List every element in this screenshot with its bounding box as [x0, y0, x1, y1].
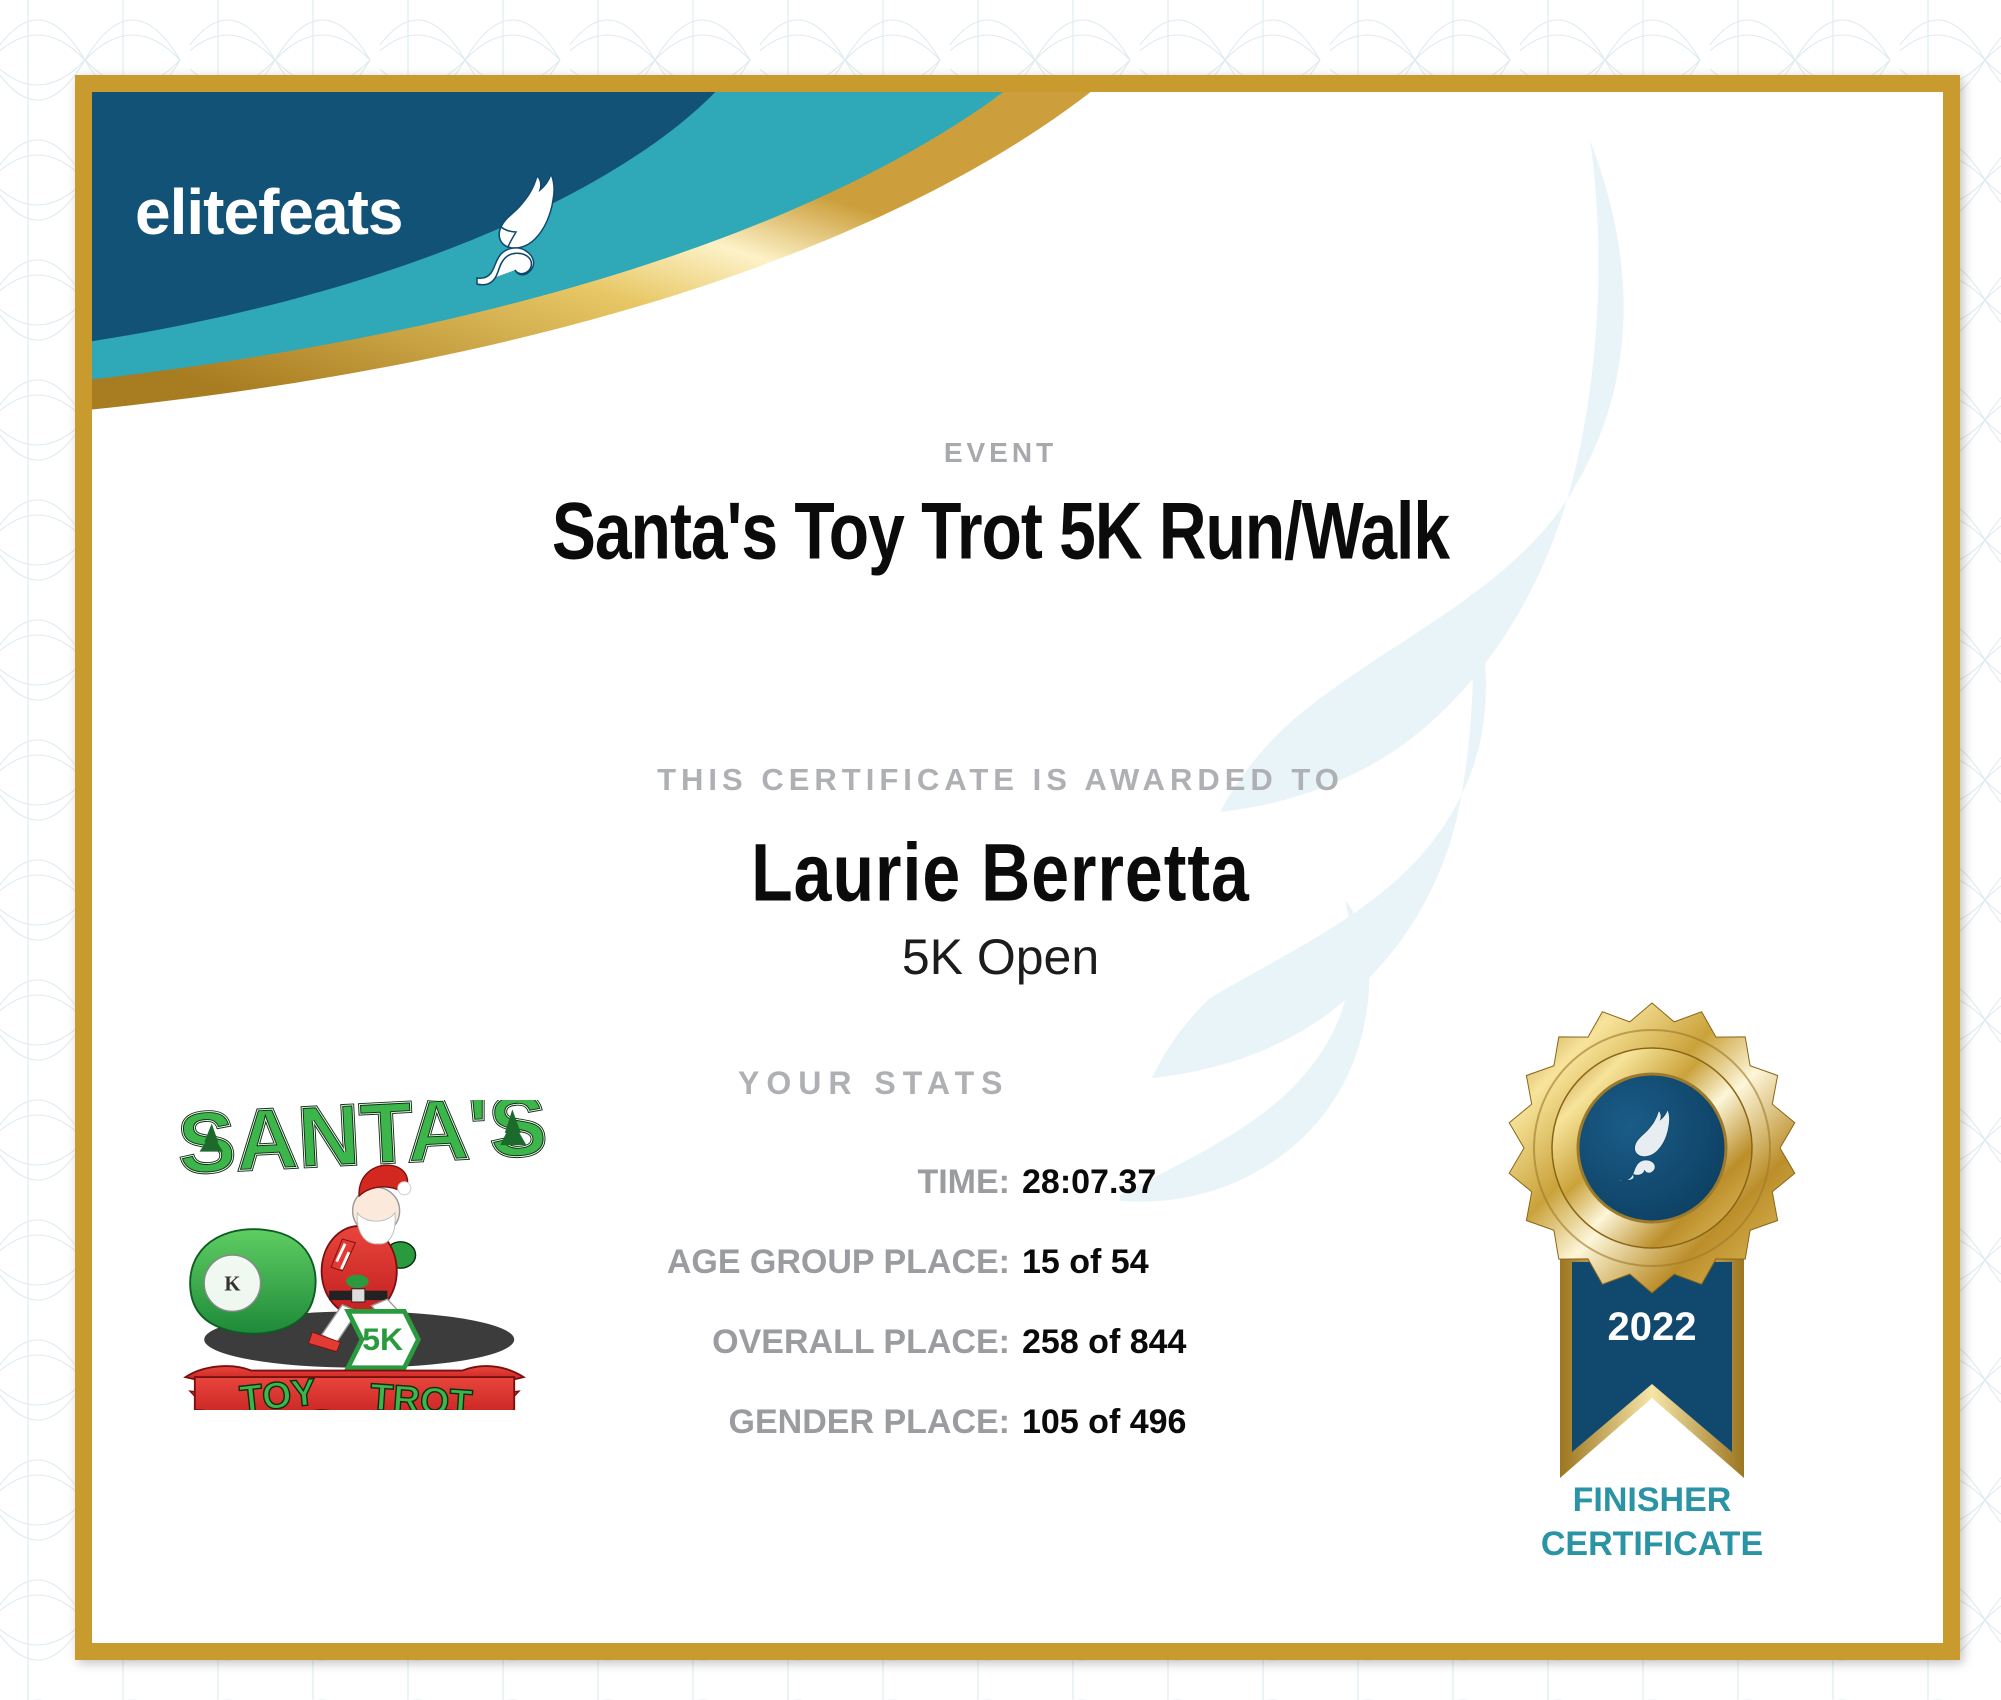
- svg-text:TROT: TROT: [369, 1375, 474, 1410]
- svg-text:5K: 5K: [362, 1321, 403, 1357]
- svg-text:2022: 2022: [1608, 1305, 1697, 1349]
- svg-text:K: K: [224, 1274, 240, 1296]
- svg-text:TOY: TOY: [238, 1370, 319, 1410]
